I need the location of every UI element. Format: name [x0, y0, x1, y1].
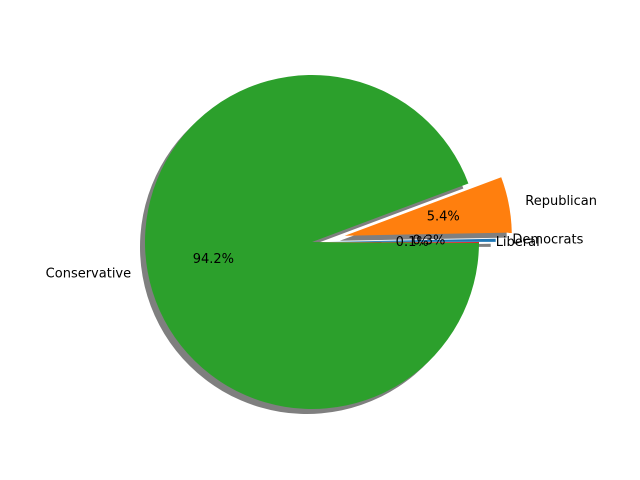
slice-label-liberal: Liberal — [496, 235, 540, 250]
percent-label-democrats: 0.3% — [412, 233, 445, 248]
wedge-democrats — [328, 238, 496, 242]
pie-wedges — [145, 74, 512, 409]
slice-label-conservative: Conservative — [46, 267, 131, 282]
percent-label-liberal: 0.1% — [396, 235, 429, 250]
wedge-conservative — [145, 74, 479, 409]
wedge-liberal — [312, 242, 479, 244]
slice-label-republican: Republican — [525, 194, 597, 209]
slice-label-democrats: Democrats — [512, 233, 583, 248]
percent-label-republican: 5.4% — [427, 209, 460, 224]
percent-label-conservative: 94.2% — [193, 252, 234, 267]
pie-labels: Democrats 0.3% Republican 5.4% Conservative 9… — [46, 194, 597, 282]
wedge-republican — [344, 177, 512, 236]
